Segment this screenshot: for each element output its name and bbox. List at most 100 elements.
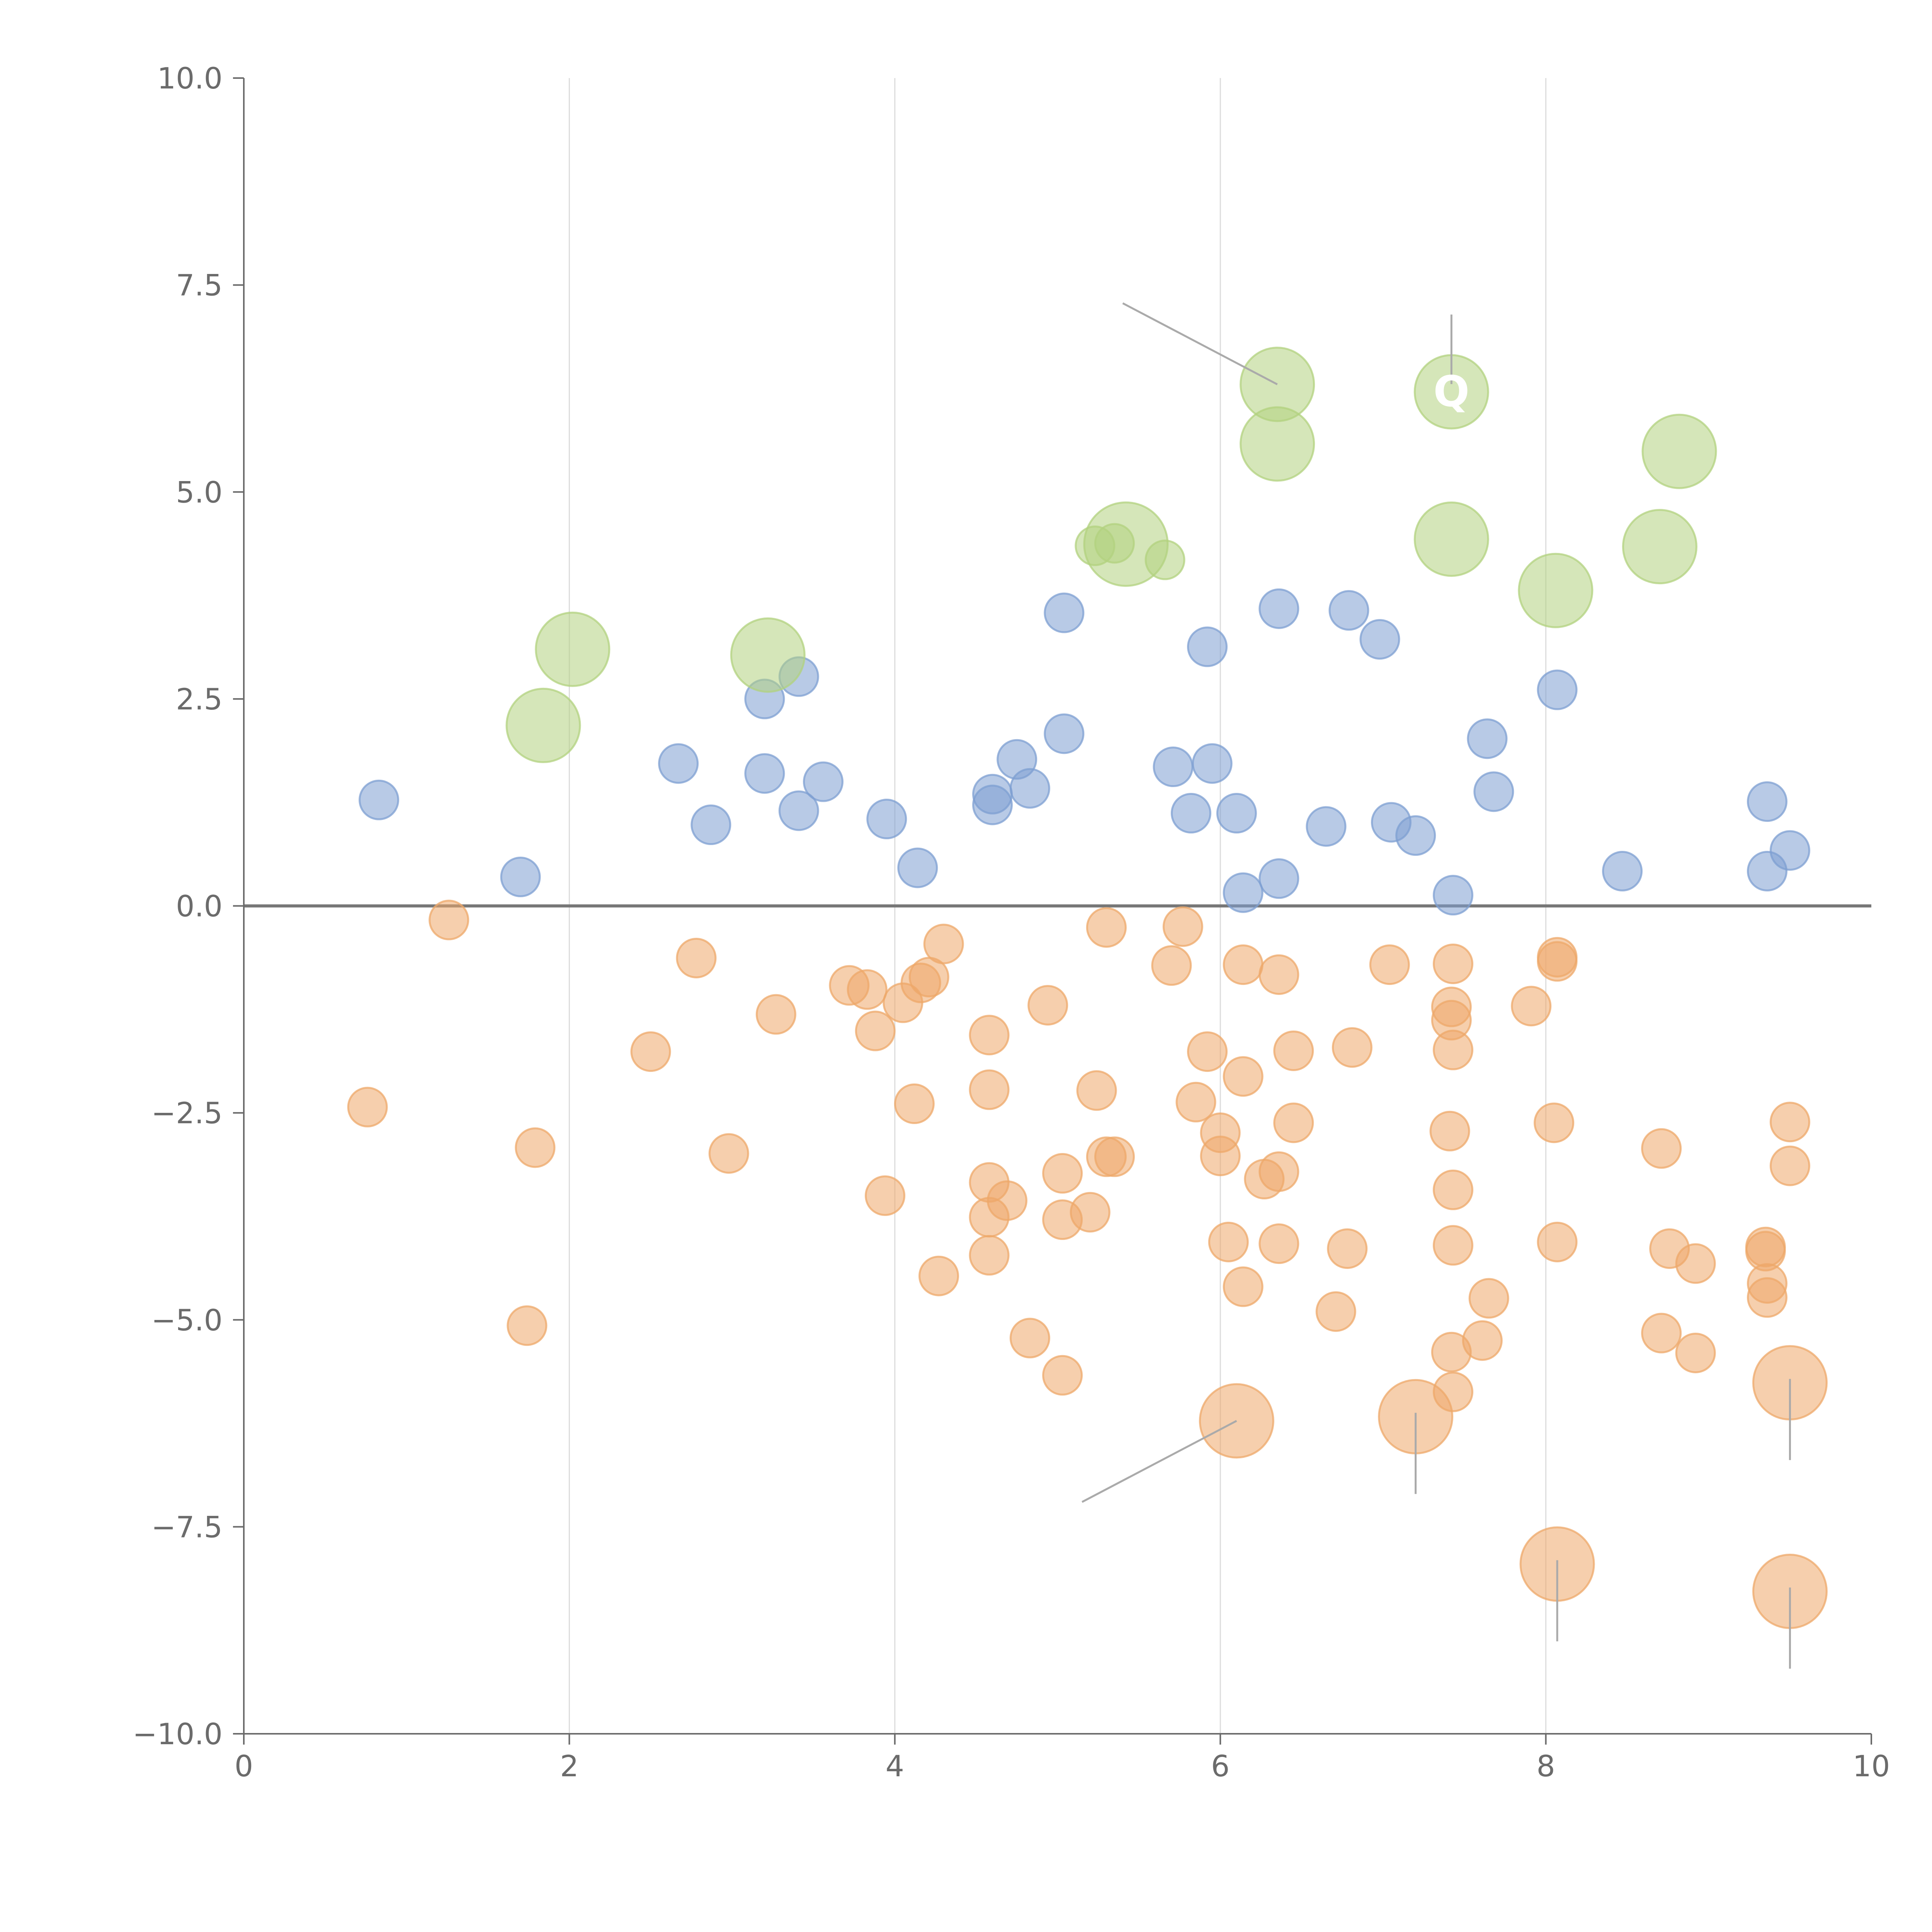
negative-point (1675, 1332, 1716, 1373)
positive-point (1009, 768, 1050, 809)
positive-point (1170, 793, 1211, 834)
y-tick-label: −10.0 (133, 1717, 223, 1751)
negative-point (1200, 1136, 1241, 1177)
negative-point (986, 1180, 1027, 1221)
negative-point (969, 1015, 1010, 1056)
negative-point (1433, 1029, 1474, 1070)
negative-point (1223, 1056, 1264, 1097)
negative-point (1675, 1243, 1716, 1284)
negative-point (1259, 1223, 1299, 1264)
annotation-label: Q (1434, 367, 1470, 416)
negative-point (1187, 1031, 1228, 1072)
callout-line (1122, 302, 1278, 385)
annotations: Q (1434, 367, 1470, 416)
negative-point (1223, 1266, 1264, 1307)
negative-point (969, 1235, 1010, 1276)
negative-point (1641, 1128, 1682, 1169)
highlight-positive-point (1145, 539, 1185, 580)
negative-point (1315, 1291, 1356, 1332)
y-tick-label: 0.0 (176, 889, 223, 923)
axes: 0 2 4 6 8 10 −10.0 −7.5 −5.0 −2.5 0.0 2.5 5.0 7.5 10.0 (133, 61, 1890, 1783)
negative-point (1042, 1153, 1083, 1194)
negative-point (1332, 1027, 1372, 1068)
positive-point (866, 799, 907, 840)
negative-point (1537, 941, 1578, 982)
y-tick-label: 5.0 (176, 475, 223, 509)
positive-point (1433, 875, 1474, 916)
positive-point (1259, 588, 1299, 629)
negative-point (1462, 1320, 1503, 1361)
negative-point (855, 1010, 896, 1051)
positive-point (1216, 793, 1257, 834)
positive-point (1259, 858, 1299, 899)
negative-point (1273, 1030, 1314, 1071)
negative-point (918, 1255, 959, 1296)
negative-point (347, 1087, 388, 1128)
positive-point (1395, 815, 1436, 856)
negative-point (1433, 1225, 1474, 1266)
negative-point (1076, 1070, 1117, 1111)
negative-point (1468, 1278, 1509, 1319)
negative-point (1429, 1111, 1470, 1151)
positive-point (1192, 743, 1233, 784)
highlight-positive-point (1518, 553, 1594, 628)
negative-point (1537, 1221, 1578, 1262)
negative-point (1009, 1318, 1050, 1359)
negative-point (923, 923, 964, 964)
x-tick-label: 10 (1853, 1749, 1890, 1783)
positive-point (1044, 713, 1085, 754)
positive-point (658, 743, 699, 784)
negative-point (1369, 944, 1410, 985)
positive-point (500, 857, 541, 898)
positive-point (803, 761, 844, 802)
negative-point (515, 1127, 556, 1168)
positive-point (1359, 619, 1400, 660)
positive-point (690, 804, 731, 845)
negative-point (708, 1133, 749, 1174)
positive-point (1473, 771, 1514, 812)
negative-point (1175, 1082, 1216, 1122)
y-tick-label: 10.0 (157, 61, 223, 95)
negative-point (676, 937, 717, 978)
positive-point (1306, 806, 1347, 847)
negative-point (1070, 1192, 1111, 1233)
x-tick-label: 0 (235, 1749, 253, 1783)
negative-point (1327, 1228, 1368, 1269)
highlight-positive-point (1413, 501, 1489, 577)
negative-point (1641, 1313, 1682, 1354)
negative-point (1769, 1102, 1810, 1143)
positive-point (1537, 669, 1578, 710)
positive-point (1044, 592, 1085, 633)
negative-point (865, 1175, 906, 1216)
positive-point (1328, 590, 1369, 631)
highlight-positive-point (1641, 413, 1717, 489)
positive-point (972, 784, 1013, 825)
negative-point (1433, 1169, 1474, 1210)
positive-point (1747, 781, 1787, 822)
callout-lines (1082, 302, 1791, 1669)
negative-point (1162, 906, 1203, 947)
negative-point (1747, 1277, 1787, 1318)
highlight-positive-point (505, 687, 581, 763)
negative-point (1223, 944, 1264, 985)
negative-point (755, 994, 796, 1035)
negative-point (847, 969, 888, 1010)
negative-point (1433, 943, 1474, 984)
negative-point (969, 1069, 1010, 1110)
x-tick-label: 4 (886, 1749, 904, 1783)
x-tick-label: 6 (1211, 1749, 1230, 1783)
positive-point (744, 753, 785, 794)
negative-point (1094, 1136, 1135, 1177)
x-tick-label: 2 (560, 1749, 578, 1783)
highlight-positive-point (1622, 509, 1697, 585)
positive-point (897, 847, 938, 888)
negative-point (1151, 945, 1192, 986)
highlight-positive-point (535, 611, 611, 687)
negative-point (630, 1031, 671, 1072)
negative-point (1086, 907, 1127, 948)
negative-point (1511, 986, 1552, 1027)
y-tick-label: −7.5 (151, 1510, 223, 1544)
positive-point (1153, 747, 1194, 787)
positive-point (1602, 851, 1643, 892)
positive-point (1467, 718, 1508, 759)
